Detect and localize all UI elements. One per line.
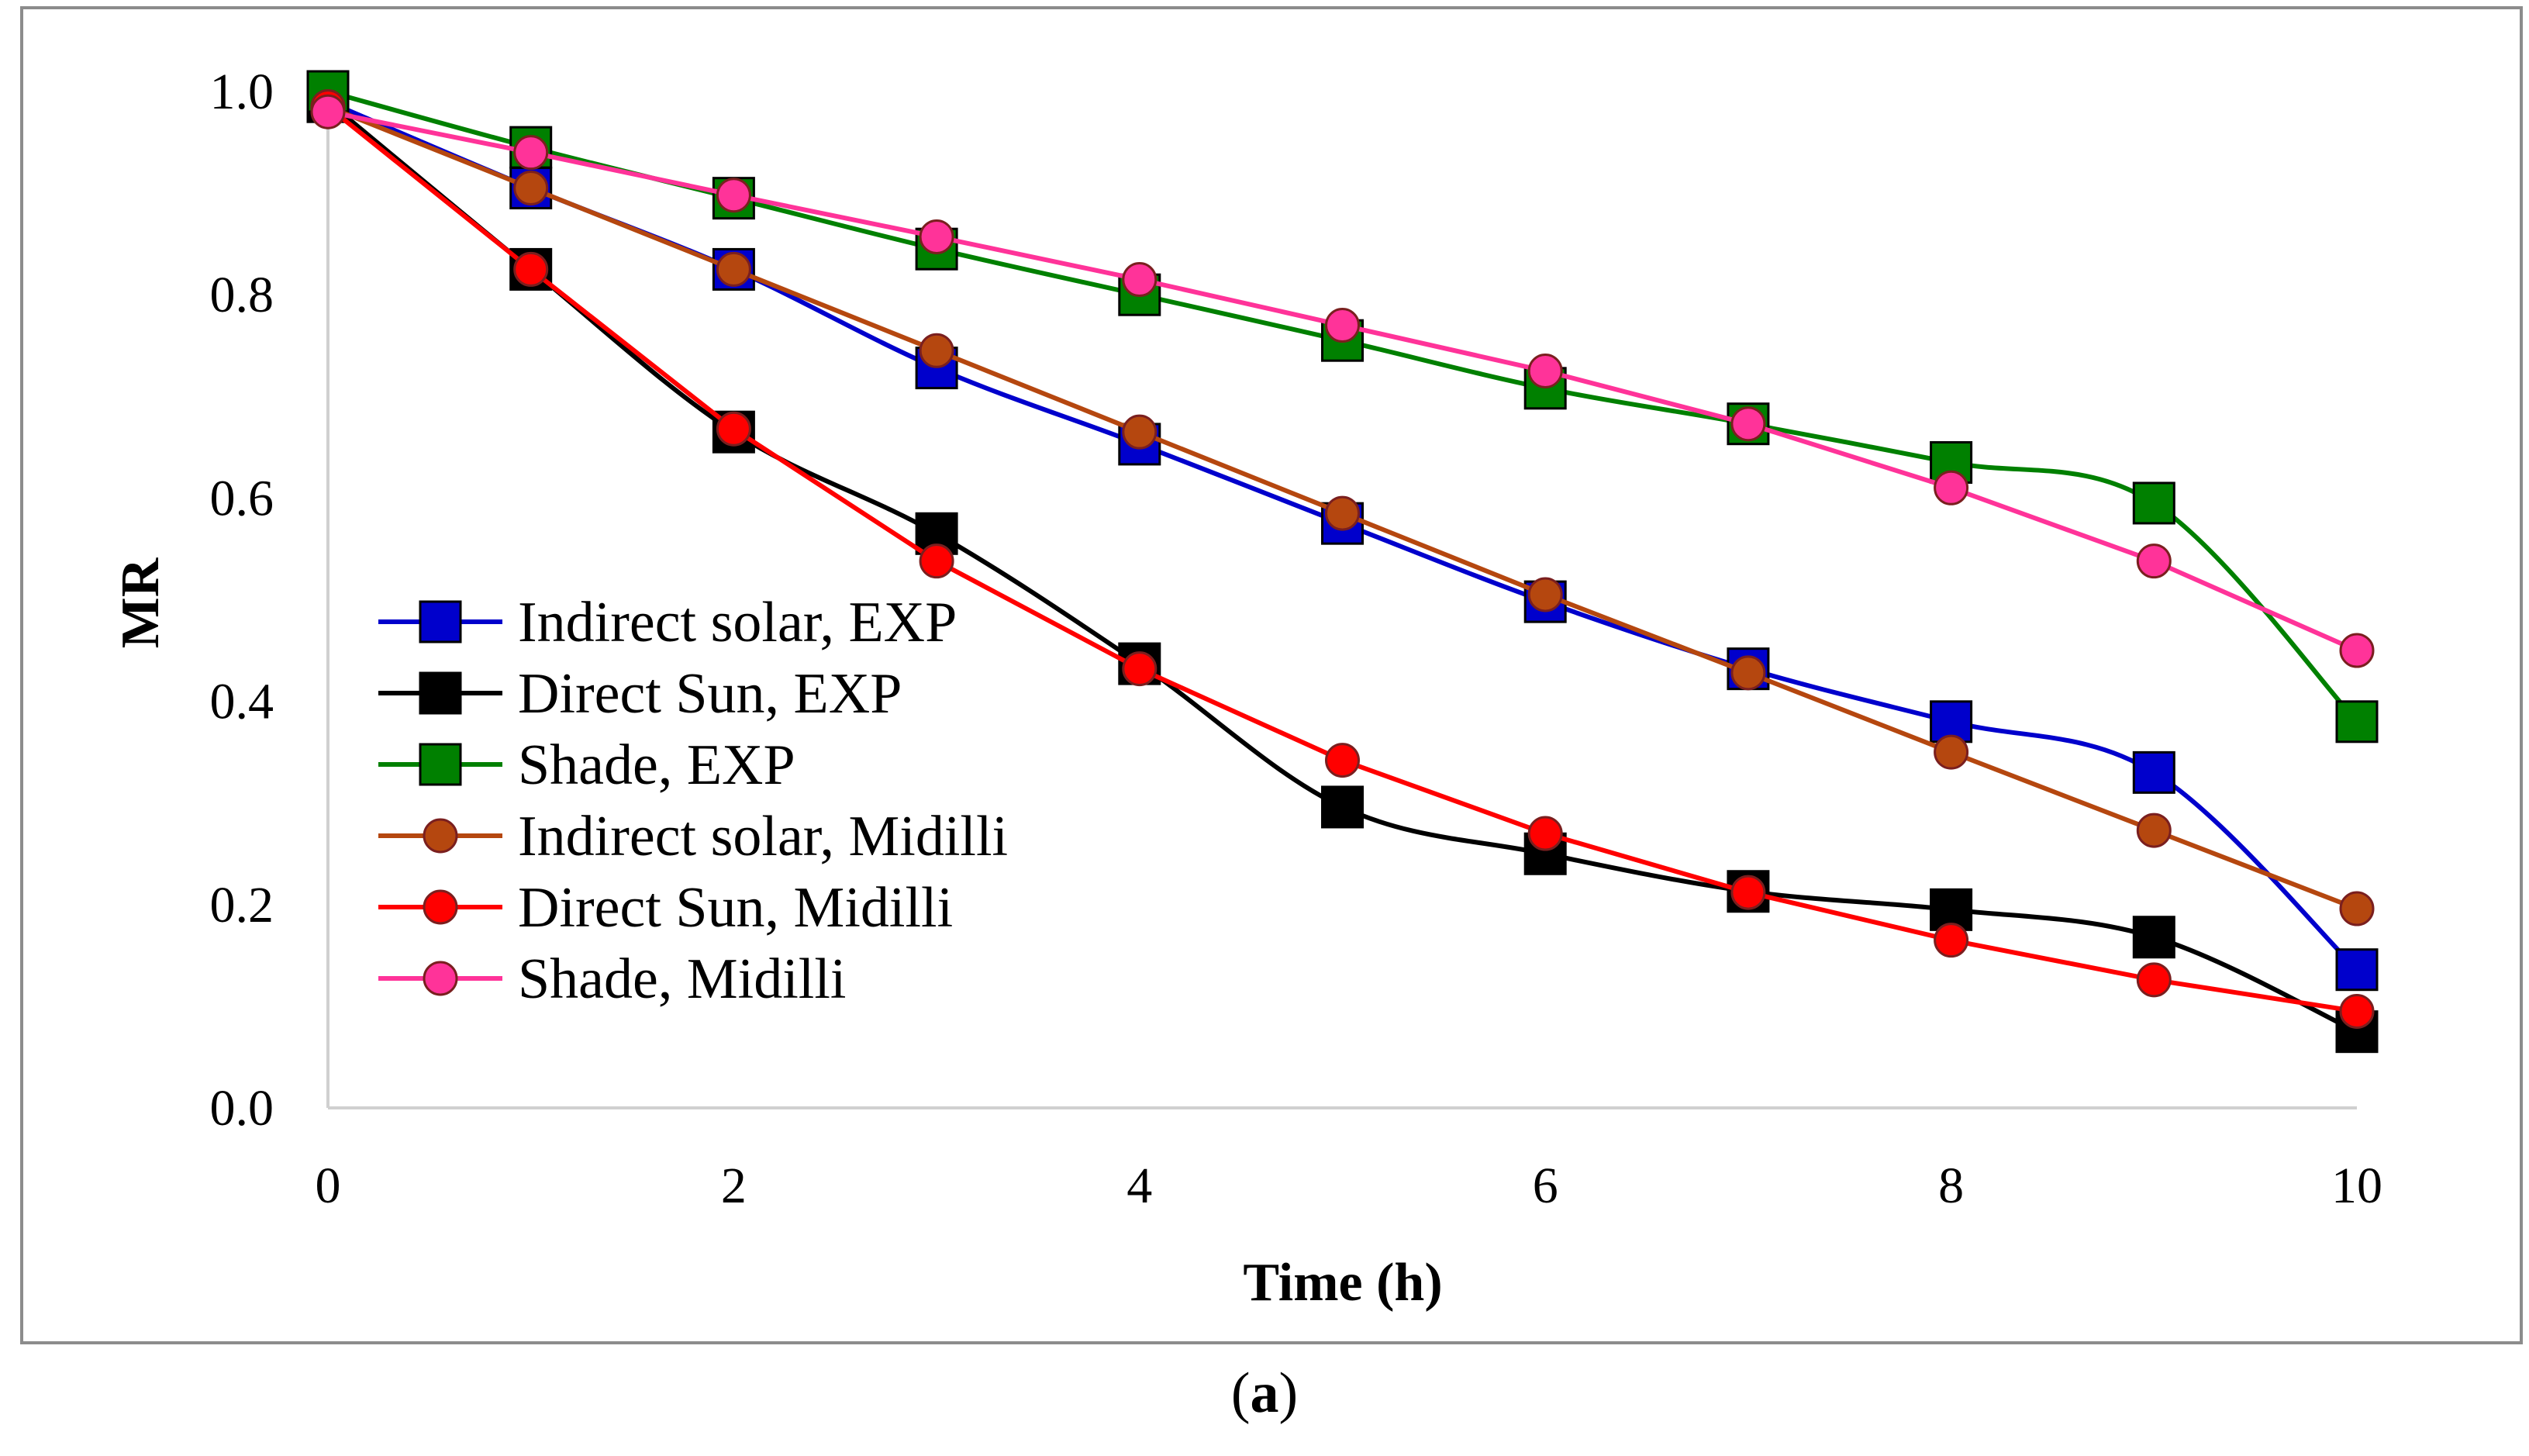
legend-marker-circle xyxy=(423,818,458,854)
data-point-circle xyxy=(1325,308,1360,343)
data-point-circle xyxy=(2136,813,2172,848)
data-point-circle xyxy=(2339,633,2375,668)
legend-marker-circle xyxy=(423,961,458,996)
caption-letter: a xyxy=(1251,1361,1279,1425)
data-point-square xyxy=(2132,916,2175,959)
legend-label: Shade, EXP xyxy=(518,733,795,797)
data-point-circle xyxy=(1934,923,1969,958)
legend-marker-square xyxy=(419,743,462,786)
data-point-circle xyxy=(1122,651,1158,687)
data-point-circle xyxy=(716,251,751,287)
data-point-square xyxy=(1321,785,1364,829)
data-point-circle xyxy=(1325,495,1360,531)
legend-marker-circle xyxy=(423,889,458,925)
data-point-circle xyxy=(716,411,751,447)
x-tick-label: 2 xyxy=(721,1158,747,1214)
legend-entry: Direct Sun, Midilli xyxy=(378,876,953,940)
legend-label: Shade, Midilli xyxy=(518,947,846,1011)
data-point-circle xyxy=(919,543,954,579)
legend-marker-square xyxy=(419,671,462,715)
x-tick-label: 8 xyxy=(1938,1158,1964,1214)
axes: 0.0 0.2 0.4 0.6 0.8 1.0 0 2 4 6 8 10 xyxy=(210,64,2383,1214)
data-point-circle xyxy=(1122,414,1158,450)
data-point-circle xyxy=(1527,354,1563,389)
legend-entry: Indirect solar, Midilli xyxy=(378,805,1008,868)
data-point-circle xyxy=(310,94,346,129)
x-tick-label: 0 xyxy=(316,1158,341,1214)
data-point-circle xyxy=(919,219,954,254)
data-point-circle xyxy=(2136,543,2172,579)
x-axis-title: Time (h) xyxy=(1243,1253,1442,1313)
caption-close-paren: ) xyxy=(1279,1361,1299,1425)
legend-marker-square xyxy=(419,600,462,643)
chart-border xyxy=(20,6,2523,1344)
data-point-square xyxy=(2335,948,2379,992)
data-point-circle xyxy=(1730,406,1766,442)
data-point-square xyxy=(2335,700,2379,744)
data-point-circle xyxy=(1730,875,1766,910)
data-point-circle xyxy=(1122,262,1158,298)
y-tick-label: 0.4 xyxy=(210,674,274,730)
data-point-circle xyxy=(2136,962,2172,998)
figure-caption: (a) xyxy=(1231,1361,1298,1425)
y-tick-label: 1.0 xyxy=(210,64,274,120)
data-point-circle xyxy=(1527,816,1563,851)
legend-entry: Shade, EXP xyxy=(378,733,795,797)
data-point-circle xyxy=(513,251,549,287)
series-group xyxy=(310,94,2375,668)
y-tick-label: 0.2 xyxy=(210,877,274,933)
data-point-circle xyxy=(1934,734,1969,770)
x-tick-label: 4 xyxy=(1126,1158,1152,1214)
legend-label: Indirect solar, EXP xyxy=(518,591,957,654)
data-point-square xyxy=(2132,750,2175,794)
y-tick-label: 0.6 xyxy=(210,470,274,526)
data-point-circle xyxy=(1325,743,1360,778)
legend-entry: Shade, Midilli xyxy=(378,947,846,1011)
legend-label: Direct Sun, EXP xyxy=(518,662,902,726)
y-tick-label: 0.0 xyxy=(210,1080,274,1137)
caption-open-paren: ( xyxy=(1231,1361,1251,1425)
data-point-circle xyxy=(513,171,549,206)
data-point-circle xyxy=(2339,993,2375,1029)
series-line xyxy=(326,99,2358,1034)
x-tick-label: 10 xyxy=(2331,1158,2382,1214)
data-point-square xyxy=(2132,481,2175,525)
data-point-circle xyxy=(919,333,954,368)
data-point-circle xyxy=(1527,577,1563,612)
x-tick-label: 6 xyxy=(1533,1158,1558,1214)
data-point-circle xyxy=(1730,655,1766,691)
legend: Indirect solar, EXP Direct Sun, EXP Shade,… xyxy=(378,591,1008,1011)
data-point-circle xyxy=(1934,470,1969,505)
data-point-circle xyxy=(716,178,751,213)
series-layer xyxy=(306,70,2379,1054)
legend-entry: Direct Sun, EXP xyxy=(378,662,902,726)
y-tick-label: 0.8 xyxy=(210,267,274,323)
legend-entry: Indirect solar, EXP xyxy=(378,591,957,654)
data-point-circle xyxy=(513,135,549,171)
y-axis-title: MR xyxy=(111,557,171,648)
legend-label: Indirect solar, Midilli xyxy=(518,805,1008,868)
legend-label: Direct Sun, Midilli xyxy=(518,876,953,940)
data-point-circle xyxy=(2339,891,2375,926)
